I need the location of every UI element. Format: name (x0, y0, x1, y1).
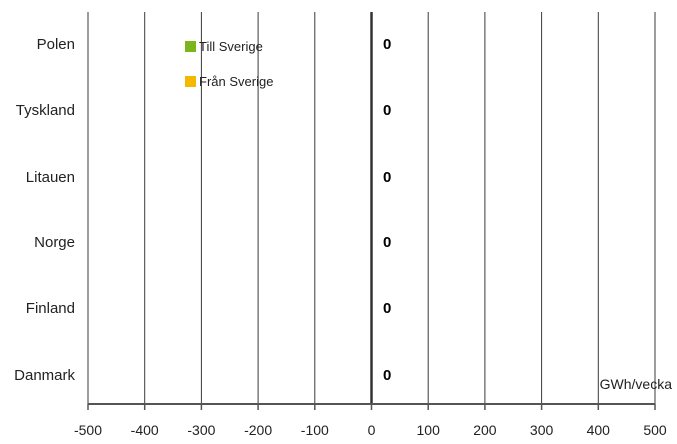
legend-label-fran: Från Sverige (199, 74, 273, 89)
legend-swatch-fran (185, 76, 196, 87)
grid-lines (87, 12, 656, 404)
value-label: 0 (383, 169, 391, 186)
x-tick-label: -300 (187, 422, 215, 438)
x-ticks: -500 -400 -300 -200 -100 0 100 200 300 400 500 (74, 404, 667, 438)
x-tick-label: -500 (74, 422, 102, 438)
x-tick-label: 0 (368, 422, 376, 438)
category-labels: Polen Tyskland Litauen Norge Finland Danmark (14, 36, 75, 384)
category-label: Litauen (26, 169, 75, 186)
legend: Till Sverige Från Sverige (185, 39, 273, 89)
value-label: 0 (383, 300, 391, 317)
unit-label: GWh/vecka (600, 376, 673, 392)
category-label: Finland (26, 300, 75, 317)
x-tick-label: 400 (587, 422, 611, 438)
x-tick-label: 100 (417, 422, 441, 438)
legend-label-till: Till Sverige (199, 39, 263, 54)
category-label: Norge (34, 234, 75, 251)
value-labels: 0 0 0 0 0 0 (383, 36, 391, 384)
value-label: 0 (383, 36, 391, 53)
x-tick-label: -400 (131, 422, 159, 438)
x-tick-label: -100 (301, 422, 329, 438)
category-label: Danmark (14, 367, 75, 384)
x-tick-label: 200 (473, 422, 497, 438)
value-label: 0 (383, 234, 391, 251)
category-label: Tyskland (16, 102, 75, 119)
category-label: Polen (37, 36, 75, 53)
x-tick-label: 500 (643, 422, 667, 438)
value-label: 0 (383, 102, 391, 119)
value-label: 0 (383, 367, 391, 384)
x-tick-label: -200 (244, 422, 272, 438)
legend-swatch-till (185, 41, 196, 52)
x-tick-label: 300 (530, 422, 554, 438)
